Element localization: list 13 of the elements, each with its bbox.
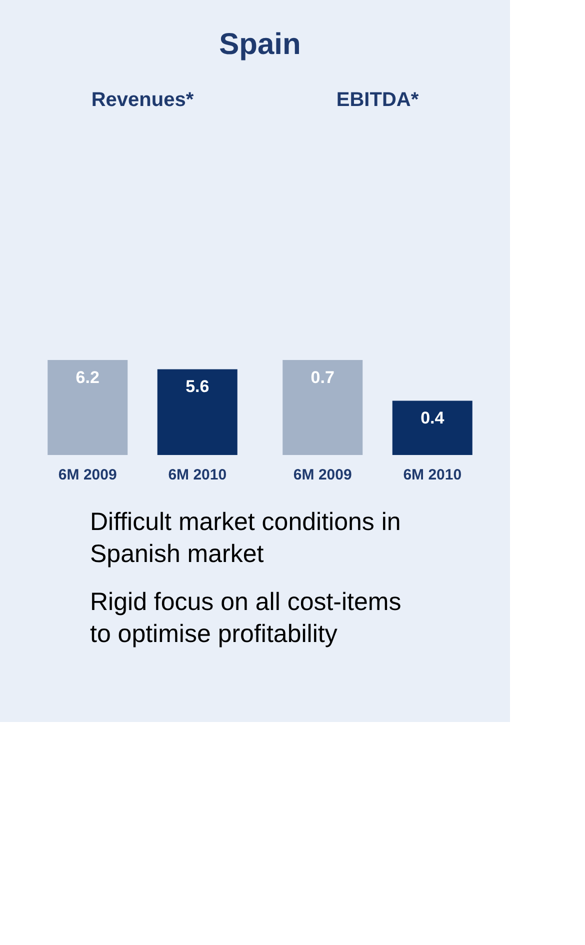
chart-title: Revenues* — [91, 89, 194, 111]
data-label: 5.6 — [186, 377, 210, 396]
data-label: 0.7 — [310, 368, 334, 387]
data-label: 6.2 — [76, 368, 100, 387]
x-tick-label: 6M 2010 — [403, 466, 462, 484]
chart-title: EBITDA* — [336, 89, 419, 111]
x-tick-label: 6M 2009 — [293, 466, 352, 484]
x-tick-label: 6M 2010 — [168, 466, 227, 484]
x-tick-label: 6M 2009 — [58, 466, 117, 484]
text: Spain — [219, 28, 301, 61]
data-label: 0.4 — [420, 408, 445, 428]
text: Difficult market conditions in Spanish market — [90, 508, 401, 568]
text: Rigid focus on all cost-items to optimise profitability — [90, 588, 402, 648]
